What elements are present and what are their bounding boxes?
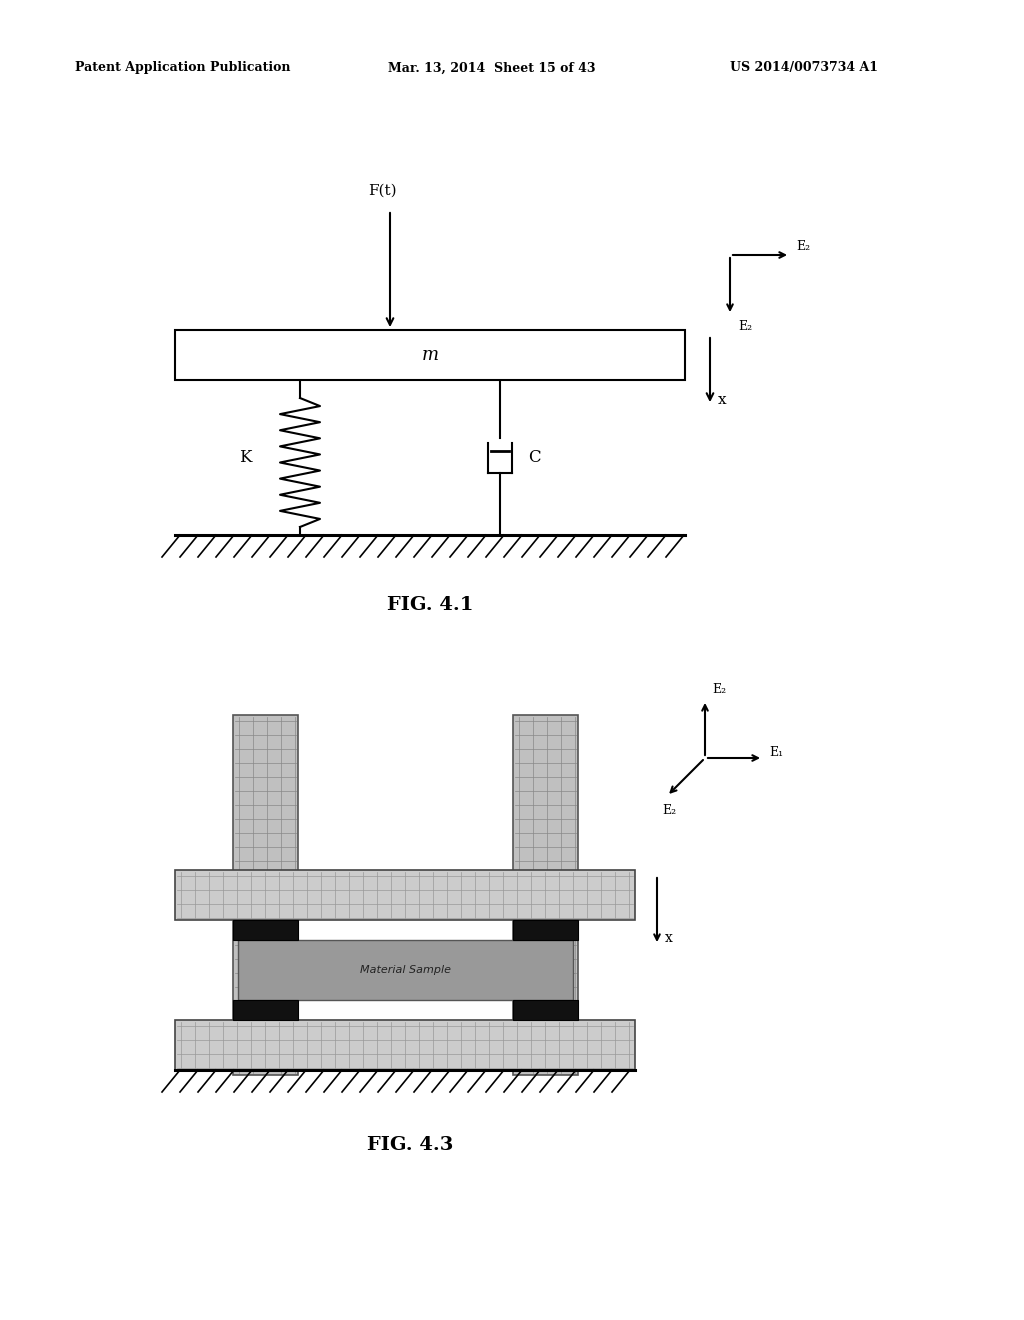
Text: E₂: E₂: [796, 240, 810, 253]
Text: Material Sample: Material Sample: [359, 965, 451, 975]
Text: x: x: [718, 393, 727, 407]
Text: E₂: E₂: [738, 319, 752, 333]
Text: C: C: [528, 449, 541, 466]
Text: F(t): F(t): [368, 183, 396, 198]
Text: US 2014/0073734 A1: US 2014/0073734 A1: [730, 62, 878, 74]
Bar: [232, 715, 298, 1074]
Bar: [232, 1001, 298, 1020]
Text: K: K: [239, 449, 251, 466]
Text: FIG. 4.3: FIG. 4.3: [367, 1137, 454, 1154]
Text: m: m: [422, 346, 438, 364]
Bar: [232, 920, 298, 940]
Bar: [175, 1020, 635, 1071]
Bar: [238, 940, 572, 1001]
Text: E₁: E₁: [769, 747, 783, 759]
Bar: [512, 1001, 578, 1020]
Text: x: x: [665, 931, 673, 945]
Bar: [175, 330, 685, 380]
Text: E₂: E₂: [712, 682, 726, 696]
Text: FIG. 4.1: FIG. 4.1: [387, 597, 473, 614]
Bar: [512, 715, 578, 1074]
Bar: [512, 920, 578, 940]
Text: Mar. 13, 2014  Sheet 15 of 43: Mar. 13, 2014 Sheet 15 of 43: [388, 62, 596, 74]
Text: E₂: E₂: [662, 804, 676, 817]
Bar: [175, 870, 635, 920]
Text: Patent Application Publication: Patent Application Publication: [75, 62, 291, 74]
